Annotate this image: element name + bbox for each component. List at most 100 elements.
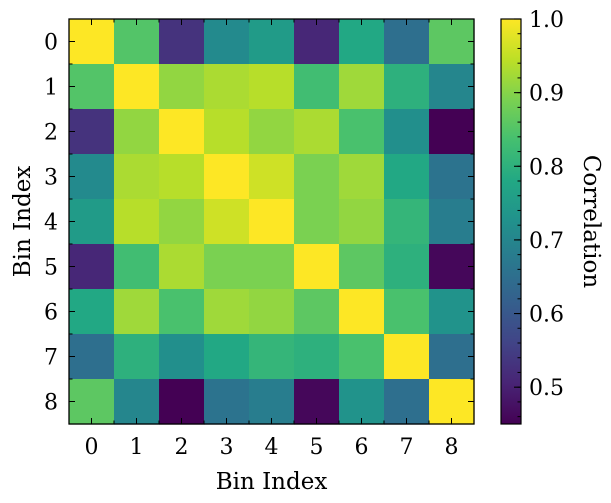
heatmap-cell-r8-c1 bbox=[114, 379, 160, 425]
heatmap-cell-r5-c2 bbox=[159, 244, 205, 290]
heatmap-cell-r0-c1 bbox=[114, 19, 160, 65]
heatmap-cell-r5-c5 bbox=[294, 244, 340, 290]
heatmap-cell-r2-c5 bbox=[294, 109, 340, 155]
x-tick-label: 6 bbox=[355, 435, 369, 460]
heatmap-cell-r0-c2 bbox=[159, 19, 205, 65]
heatmap-cell-r6-c4 bbox=[249, 289, 295, 335]
colorbar-ticks bbox=[514, 18, 521, 418]
heatmap-cell-r8-c2 bbox=[159, 379, 205, 425]
heatmap-cell-r6-c2 bbox=[159, 289, 205, 335]
heatmap-cell-r7-c3 bbox=[204, 334, 250, 380]
heatmap-cell-r4-c1 bbox=[114, 199, 160, 245]
x-tick-label: 2 bbox=[175, 435, 189, 460]
heatmap-cell-r6-c3 bbox=[204, 289, 250, 335]
heatmap-cell-r6-c1 bbox=[114, 289, 160, 335]
heatmap-cell-r2-c3 bbox=[204, 109, 250, 155]
heatmap-cell-r7-c0 bbox=[69, 334, 115, 380]
colorbar-tick-label: 1.0 bbox=[529, 8, 564, 33]
heatmap-cell-r3-c0 bbox=[69, 154, 115, 200]
x-tick-label: 5 bbox=[310, 435, 324, 460]
heatmap-cell-r2-c1 bbox=[114, 109, 160, 155]
colorbar-tick-label: 0.8 bbox=[529, 155, 564, 180]
y-tick-label: 3 bbox=[44, 166, 58, 191]
heatmap-cell-r1-c0 bbox=[69, 64, 115, 110]
heatmap-cell-r3-c6 bbox=[339, 154, 385, 200]
heatmap-cell-r4-c4 bbox=[249, 199, 295, 245]
heatmap-cell-r7-c2 bbox=[159, 334, 205, 380]
x-tick-label: 4 bbox=[265, 435, 279, 460]
y-tick-label: 7 bbox=[44, 346, 58, 371]
heatmap-cell-r0-c8 bbox=[429, 19, 475, 65]
heatmap-cell-r0-c6 bbox=[339, 19, 385, 65]
heatmap-cell-r4-c0 bbox=[69, 199, 115, 245]
heatmap-cell-r1-c6 bbox=[339, 64, 385, 110]
y-tick-label: 1 bbox=[44, 76, 58, 101]
heatmap-cell-r0-c3 bbox=[204, 19, 250, 65]
x-tick-label: 0 bbox=[85, 435, 99, 460]
y-tick-labels: 0 1 2 3 4 5 6 7 8 bbox=[44, 31, 58, 416]
heatmap-cell-r1-c7 bbox=[384, 64, 430, 110]
heatmap-cell-r3-c8 bbox=[429, 154, 475, 200]
y-tick-label: 8 bbox=[44, 391, 58, 416]
heatmap-cell-r8-c5 bbox=[294, 379, 340, 425]
colorbar-tick-label: 0.9 bbox=[529, 82, 564, 107]
heatmap-cell-r3-c3 bbox=[204, 154, 250, 200]
heatmap-cell-r2-c0 bbox=[69, 109, 115, 155]
heatmap-cell-r6-c0 bbox=[69, 289, 115, 335]
x-tick-label: 7 bbox=[400, 435, 414, 460]
heatmap-cell-r8-c0 bbox=[69, 379, 115, 425]
heatmap-cell-r5-c1 bbox=[114, 244, 160, 290]
colorbar bbox=[500, 18, 522, 425]
colorbar-label: Correlation bbox=[578, 155, 604, 289]
heatmap-cell-r8-c4 bbox=[249, 379, 295, 425]
heatmap-cell-r7-c5 bbox=[294, 334, 340, 380]
heatmap-cell-r6-c8 bbox=[429, 289, 475, 335]
y-tick-label: 0 bbox=[44, 31, 58, 56]
heatmap-cell-r3-c4 bbox=[249, 154, 295, 200]
heatmap-cell-r2-c7 bbox=[384, 109, 430, 155]
heatmap-cell-r7-c6 bbox=[339, 334, 385, 380]
x-tick-label: 8 bbox=[445, 435, 459, 460]
heatmap-cell-r0-c0 bbox=[69, 19, 115, 65]
heatmap-cell-r5-c6 bbox=[339, 244, 385, 290]
heatmap-cell-r6-c7 bbox=[384, 289, 430, 335]
heatmap-cell-r5-c0 bbox=[69, 244, 115, 290]
heatmap-cell-r0-c7 bbox=[384, 19, 430, 65]
heatmap-cell-r3-c5 bbox=[294, 154, 340, 200]
axis-ticks bbox=[68, 18, 475, 425]
heatmap-cell-r4-c6 bbox=[339, 199, 385, 245]
heatmap-cell-r6-c6 bbox=[339, 289, 385, 335]
heatmap-cell-r2-c2 bbox=[159, 109, 205, 155]
heatmap-cell-r3-c7 bbox=[384, 154, 430, 200]
heatmap-cell-r6-c5 bbox=[294, 289, 340, 335]
heatmap-cell-r3-c1 bbox=[114, 154, 160, 200]
heatmap-cell-r1-c1 bbox=[114, 64, 160, 110]
heatmap-cell-r4-c8 bbox=[429, 199, 475, 245]
heatmap-cell-r4-c7 bbox=[384, 199, 430, 245]
heatmap-cell-r1-c3 bbox=[204, 64, 250, 110]
heatmap-cell-r2-c4 bbox=[249, 109, 295, 155]
y-tick-label: 5 bbox=[44, 256, 58, 281]
heatmap-cell-r8-c7 bbox=[384, 379, 430, 425]
colorbar-tick-label: 0.7 bbox=[529, 229, 564, 254]
heatmap-cell-r5-c3 bbox=[204, 244, 250, 290]
heatmap-cell-r4-c5 bbox=[294, 199, 340, 245]
heatmap-cell-r8-c6 bbox=[339, 379, 385, 425]
colorbar-tick-label: 0.6 bbox=[529, 303, 564, 328]
heatmap-cell-r1-c4 bbox=[249, 64, 295, 110]
heatmap-cell-r7-c4 bbox=[249, 334, 295, 380]
heatmap-cell-r1-c2 bbox=[159, 64, 205, 110]
heatmap-cell-r0-c4 bbox=[249, 19, 295, 65]
heatmap-cell-r5-c7 bbox=[384, 244, 430, 290]
heatmap-cell-r8-c8 bbox=[429, 379, 475, 425]
colorbar-tick-labels: 0.5 0.6 0.7 0.8 0.9 1.0 bbox=[529, 8, 564, 401]
colorbar-tick-label: 0.5 bbox=[529, 376, 564, 401]
y-axis-label: Bin Index bbox=[10, 166, 36, 278]
heatmap-cell-r8-c3 bbox=[204, 379, 250, 425]
x-tick-labels: 0 1 2 3 4 5 6 7 8 bbox=[85, 435, 459, 460]
x-tick-label: 3 bbox=[220, 435, 234, 460]
heatmap-cell-r4-c3 bbox=[204, 199, 250, 245]
heatmap-cell-r7-c7 bbox=[384, 334, 430, 380]
heatmap-cell-r2-c6 bbox=[339, 109, 385, 155]
